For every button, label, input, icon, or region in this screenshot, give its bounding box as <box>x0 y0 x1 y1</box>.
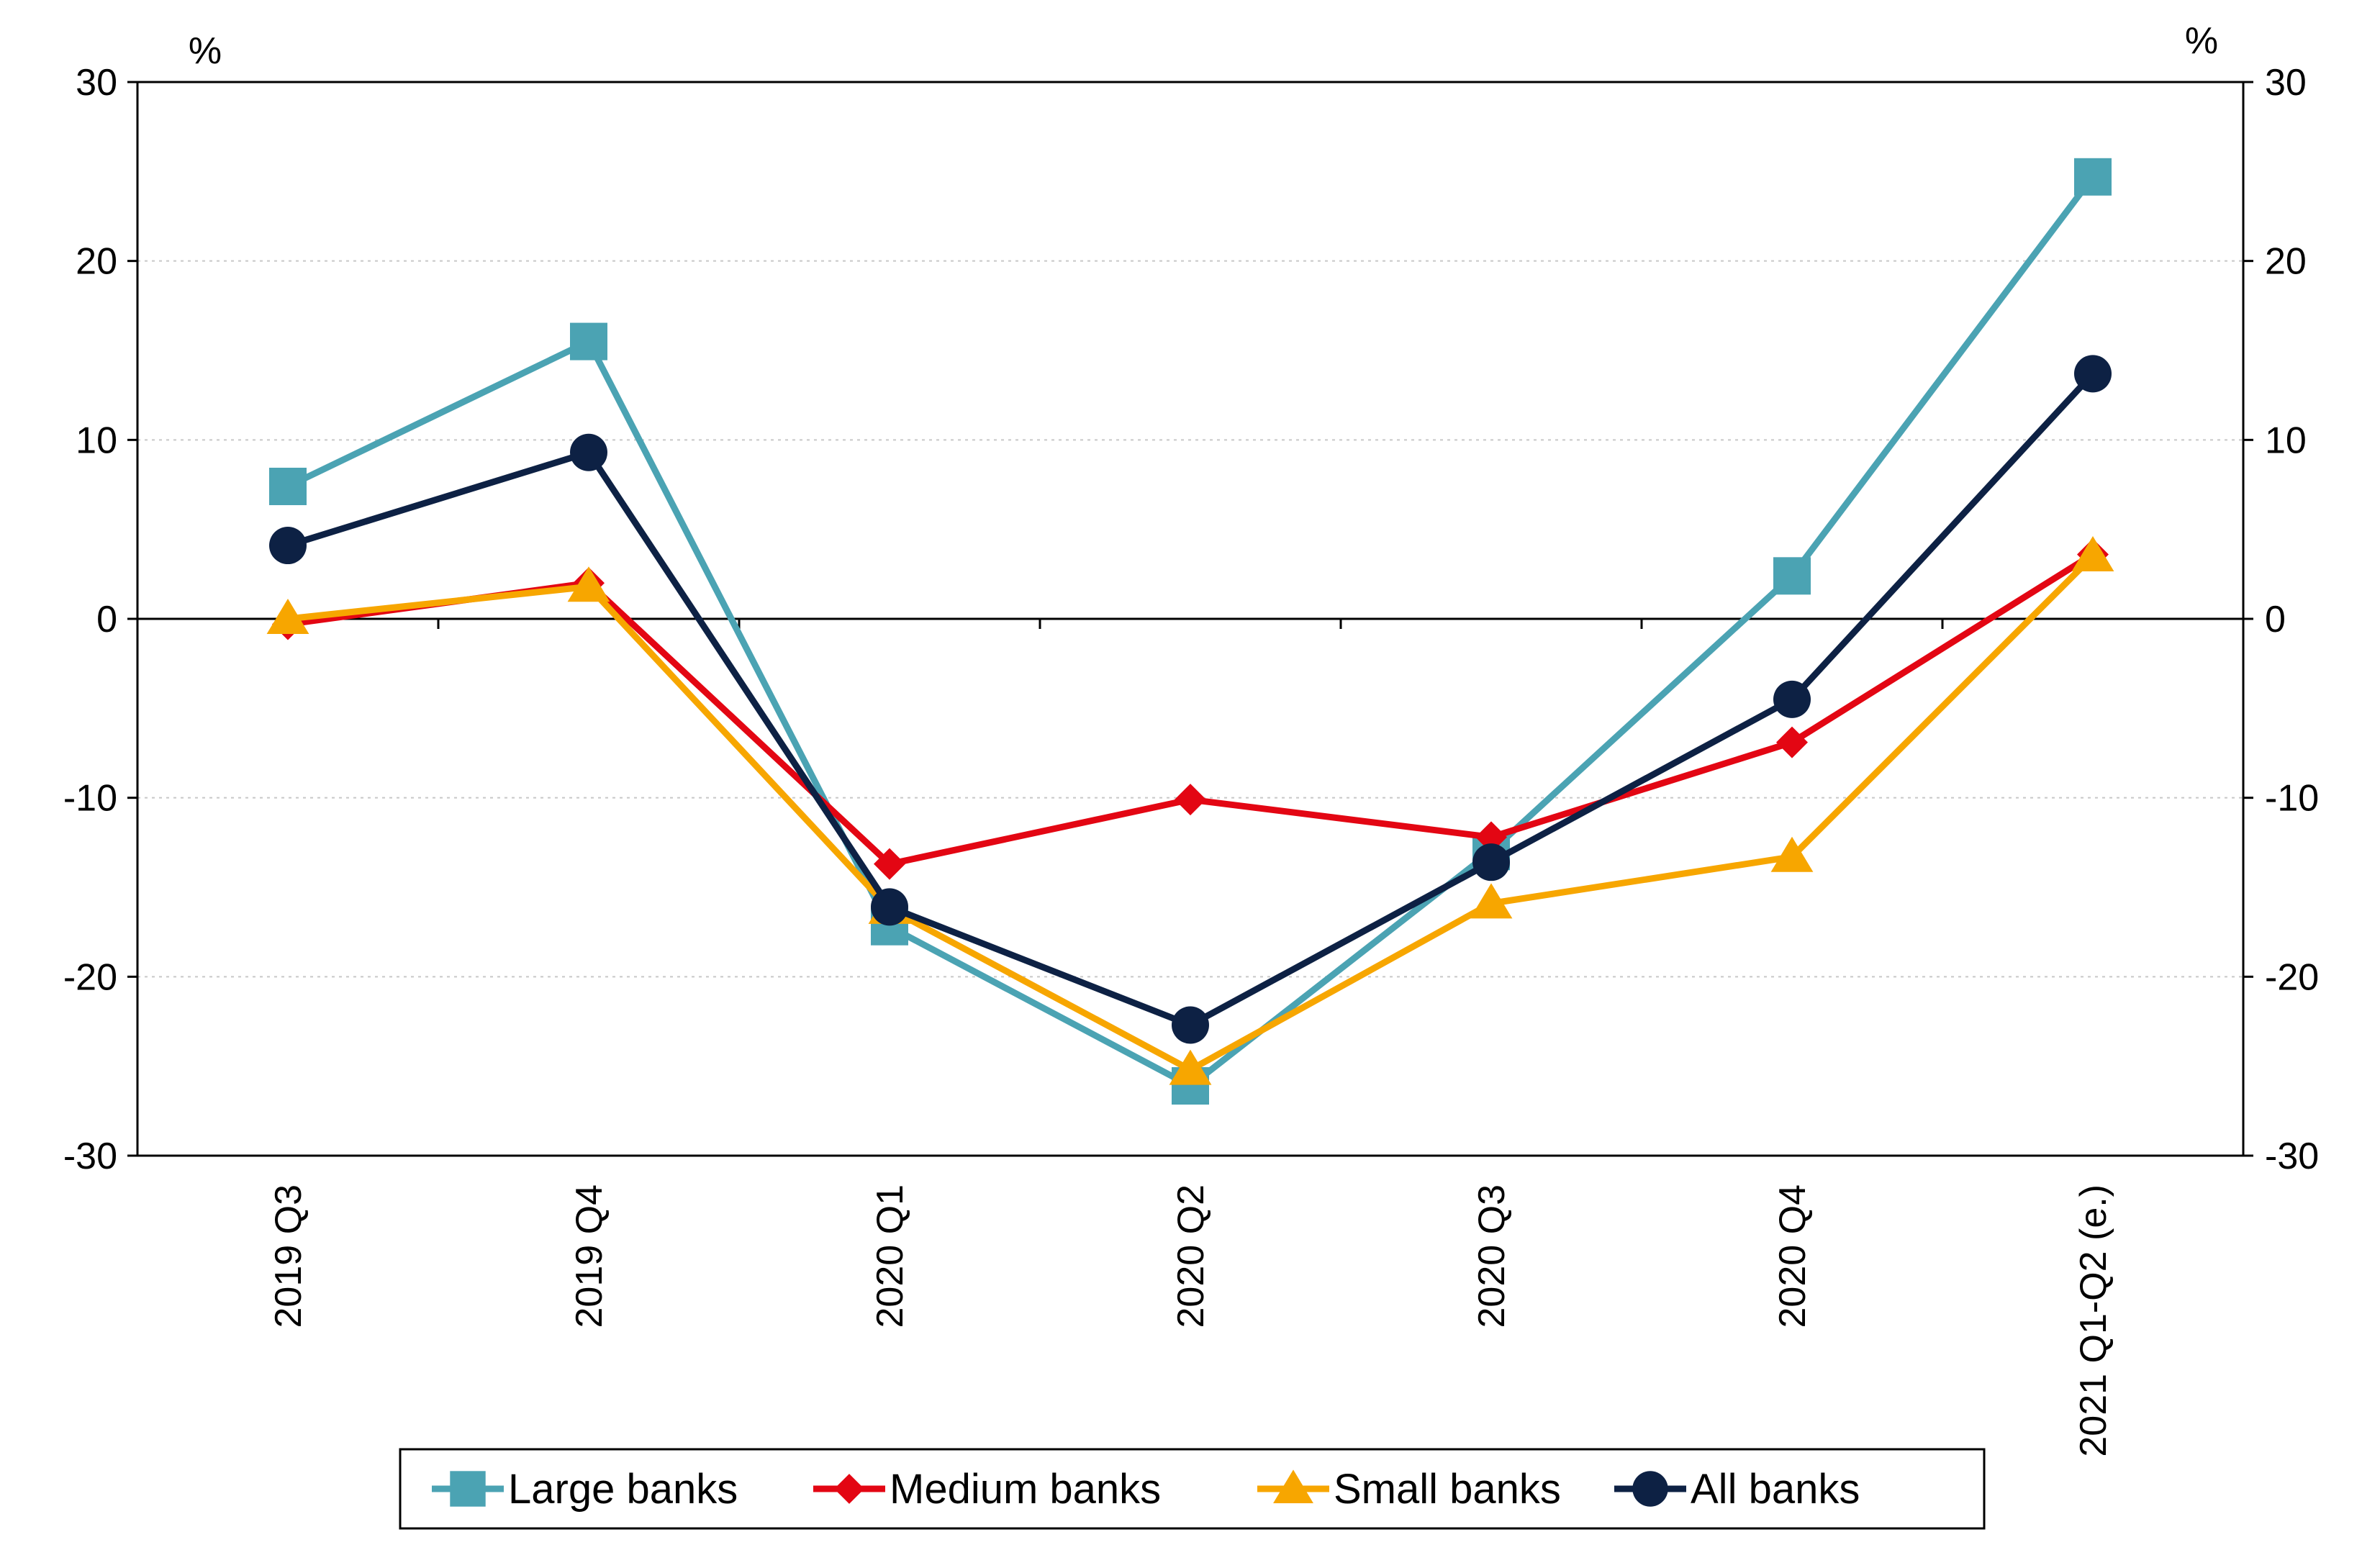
left-y-axis: -30 -20 -10 0 10 20 30 <box>63 62 137 1177</box>
data-point <box>1776 726 1808 758</box>
data-point <box>1175 784 1206 816</box>
data-point <box>1169 1049 1212 1085</box>
y-tick-label-right: 30 <box>2265 62 2307 104</box>
legend-item: Small banks <box>1257 1466 1561 1513</box>
data-point <box>1172 1006 1209 1044</box>
x-tick-label: 2019 Q3 <box>268 1184 309 1328</box>
right-axis-unit: % <box>2185 20 2218 62</box>
data-point <box>1773 680 1811 718</box>
series-large-banks <box>269 158 2112 1105</box>
series-layer <box>266 158 2114 1105</box>
data-point <box>1773 557 1811 595</box>
y-tick-label-left: 20 <box>76 241 117 283</box>
legend-box <box>399 1448 1986 1530</box>
y-tick-label-right: 0 <box>2265 599 2286 640</box>
y-tick-label-left: -20 <box>63 956 117 998</box>
legend-label: Medium banks <box>890 1466 1161 1513</box>
x-tick-label: 2020 Q1 <box>869 1184 911 1328</box>
data-point <box>1273 1469 1313 1503</box>
data-point <box>570 433 607 471</box>
legend-item: All banks <box>1614 1466 1860 1513</box>
data-point <box>570 322 607 361</box>
data-point <box>871 888 908 926</box>
data-point <box>834 1474 864 1504</box>
x-tick-label: 2021 Q1-Q2 (e.) <box>2073 1184 2114 1457</box>
y-tick-label-left: 0 <box>96 599 117 640</box>
y-tick-label-left: -10 <box>63 778 117 820</box>
data-point <box>1475 821 1507 853</box>
y-tick-label-left: 10 <box>76 420 117 461</box>
y-tick-label-left: -30 <box>63 1136 117 1177</box>
series-line <box>287 551 2095 868</box>
legend-label: Large banks <box>508 1466 738 1513</box>
data-point <box>1770 836 1814 872</box>
x-tick-label: 2020 Q3 <box>1471 1184 1513 1328</box>
data-point <box>1472 843 1510 881</box>
data-point <box>874 848 905 880</box>
data-point <box>567 566 610 602</box>
x-axis: 2019 Q3 2019 Q4 2020 Q1 2020 Q2 2020 Q3 2020 … <box>268 619 2114 1457</box>
legend-label: Small banks <box>1334 1466 1561 1513</box>
x-tick-label: 2020 Q4 <box>1772 1184 1814 1328</box>
x-tick-label: 2019 Q4 <box>569 1184 610 1328</box>
right-y-axis: -30 -20 -10 0 10 20 30 <box>2243 62 2319 1177</box>
series-line <box>286 371 2096 1028</box>
y-tick-label-right: -20 <box>2265 956 2319 998</box>
data-point <box>2074 158 2112 196</box>
data-point <box>1470 883 1513 919</box>
legend-label: All banks <box>1691 1466 1860 1513</box>
y-tick-label-right: 20 <box>2265 241 2307 283</box>
x-tick-label: 2020 Q2 <box>1170 1184 1212 1328</box>
data-point <box>2074 355 2112 393</box>
data-point <box>1632 1471 1668 1507</box>
legend-item: Large banks <box>432 1466 738 1513</box>
left-axis-unit: % <box>189 30 222 72</box>
data-point <box>450 1471 486 1507</box>
y-tick-label-right: -30 <box>2265 1136 2319 1177</box>
y-tick-label-right: -10 <box>2265 778 2319 820</box>
data-point <box>269 467 307 505</box>
data-point <box>269 527 307 565</box>
data-point <box>266 599 309 634</box>
y-tick-label-right: 10 <box>2265 420 2307 461</box>
legend-item: Medium banks <box>813 1466 1161 1513</box>
series-all-banks <box>269 355 2112 1044</box>
y-tick-label-left: 30 <box>76 62 117 104</box>
legend: Large banks Medium banks Small banks All ba… <box>399 1448 1986 1530</box>
series-line <box>286 175 2096 1089</box>
data-point <box>2071 535 2114 571</box>
